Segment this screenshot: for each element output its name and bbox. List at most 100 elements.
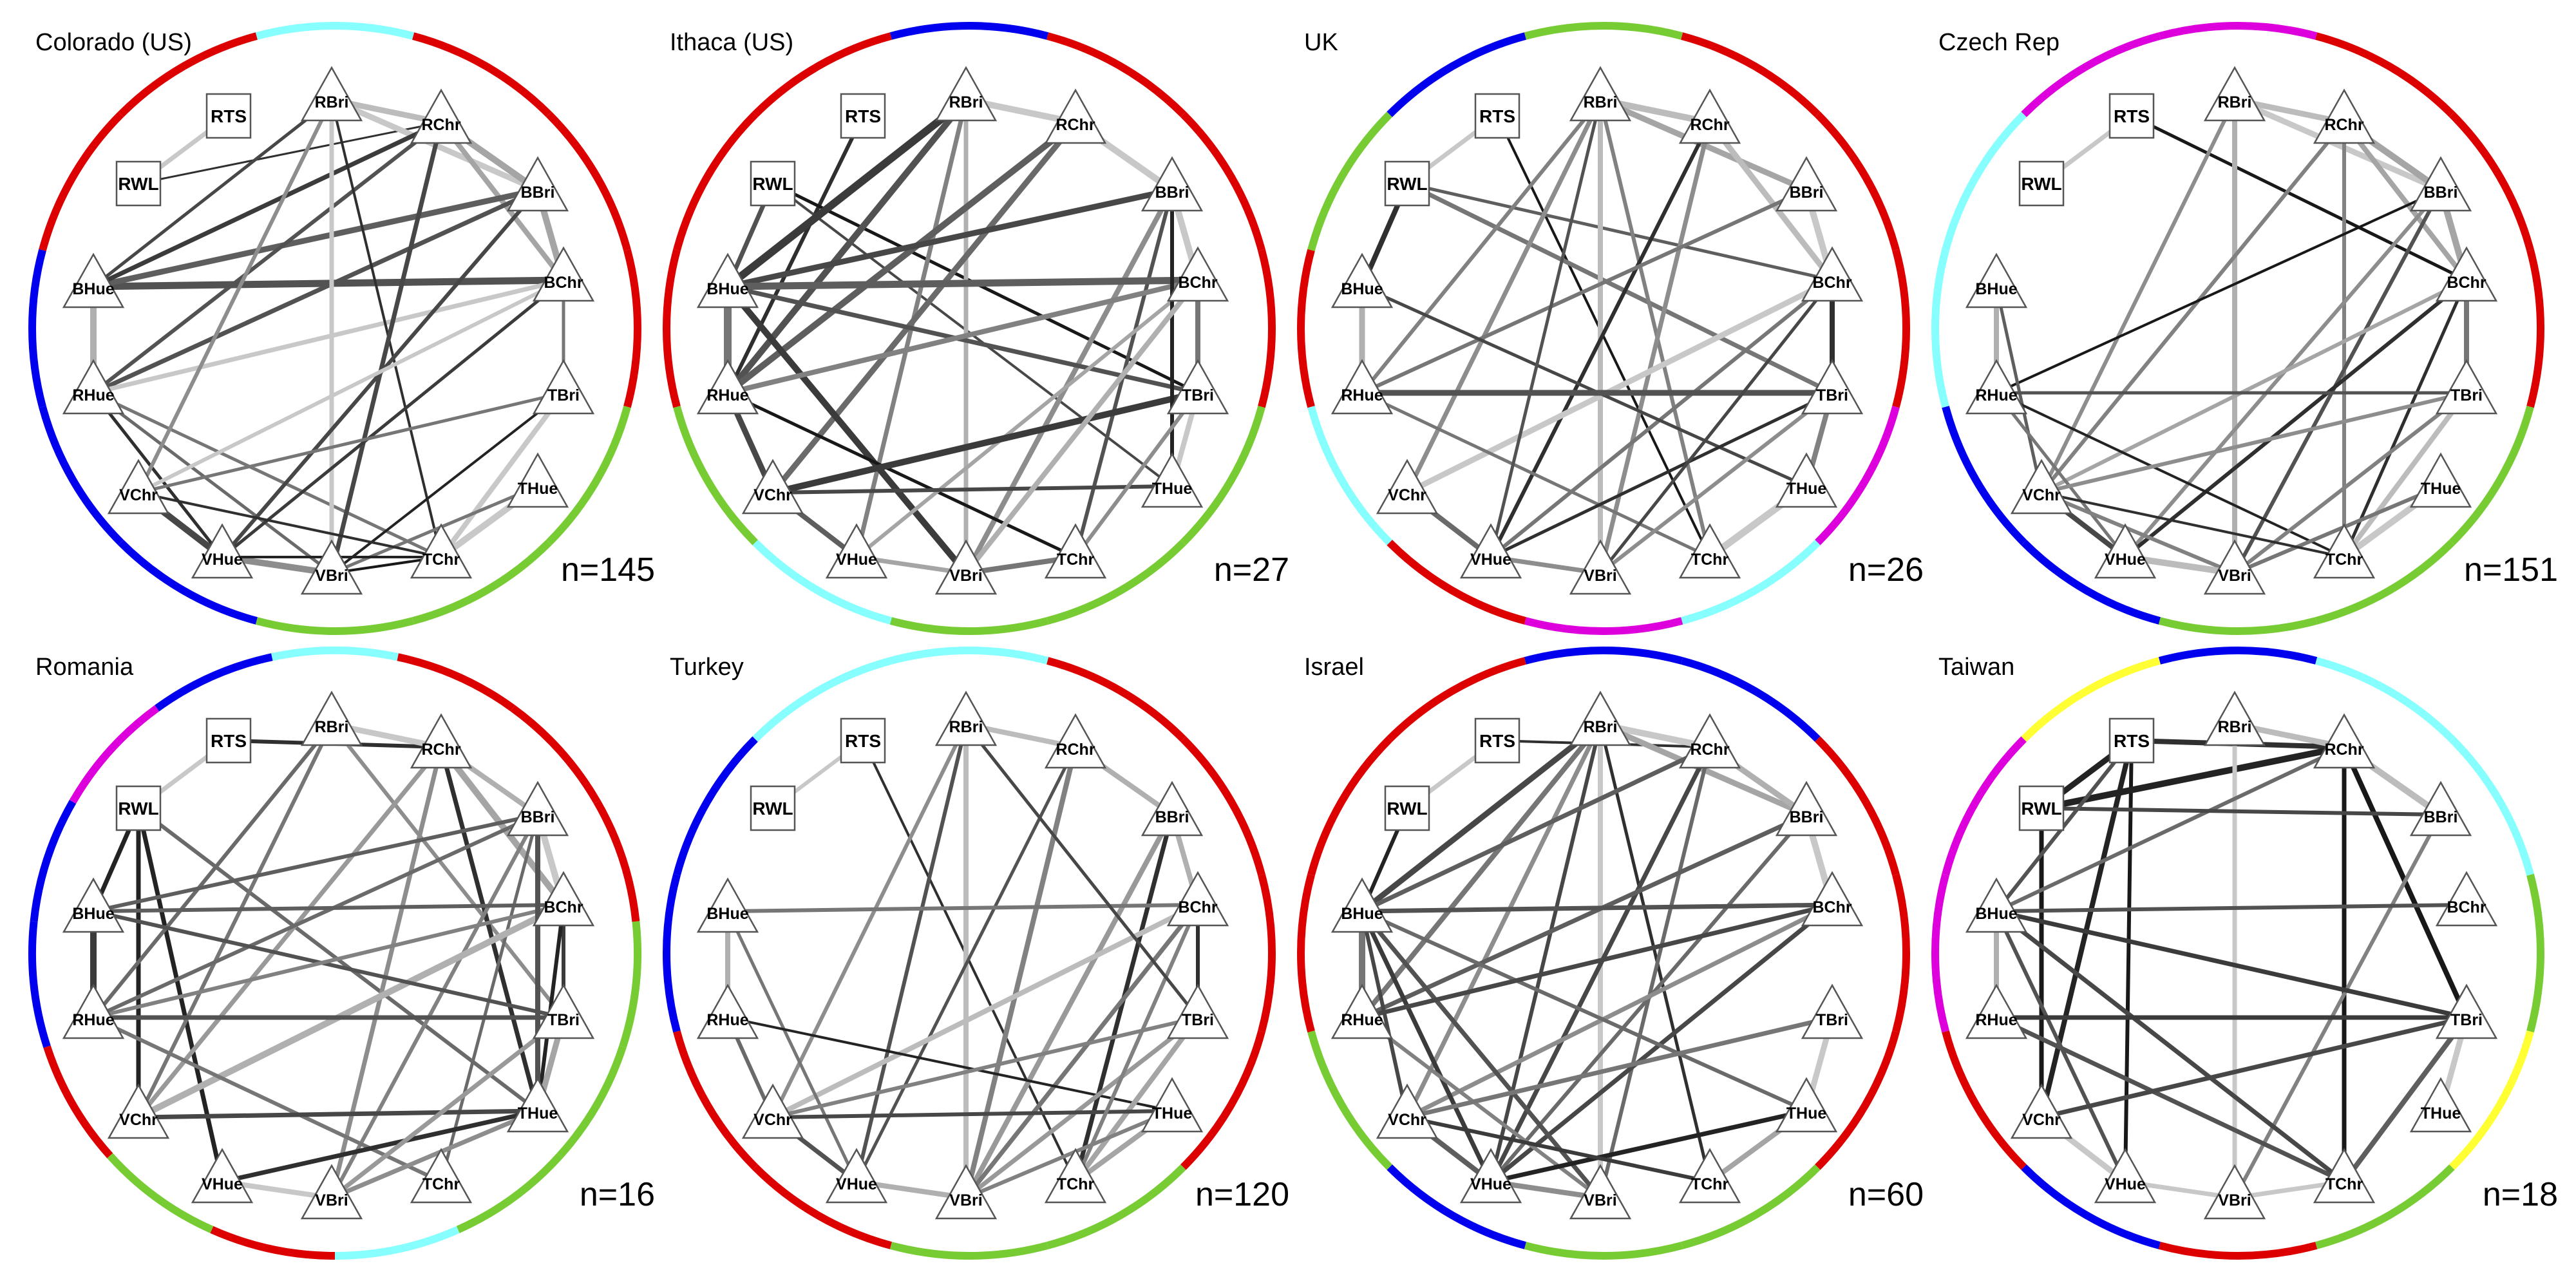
- node-label: THue: [2421, 480, 2461, 498]
- node-label: VHue: [202, 1175, 243, 1193]
- edge-rchr-vbri: [329, 122, 444, 574]
- node-bbri: BBri: [1141, 156, 1204, 212]
- node-triangle-shape: [2010, 459, 2073, 515]
- edge-rchr-vchr: [770, 120, 1078, 495]
- node-label: BChr: [544, 898, 583, 916]
- node-label: VBri: [949, 1191, 982, 1209]
- edge-thue-vbri: [330, 1108, 539, 1200]
- edge-bhue-thue: [1361, 285, 1808, 488]
- node-triangle-shape: [2435, 246, 2498, 302]
- edge-vchr-tchr: [1406, 1115, 1710, 1184]
- ring-segment: [2158, 647, 2318, 665]
- edge-rbri-vhue: [1489, 724, 1602, 1182]
- edge-rbri-tchr: [1598, 99, 1712, 558]
- ring-segment: [1524, 647, 1683, 665]
- node-label: RBri: [2218, 718, 2252, 736]
- node-bhue: BHue: [1965, 252, 2028, 308]
- ring-segment: [28, 249, 46, 408]
- node-triangle-shape: [2203, 66, 2266, 122]
- node-label: RChr: [421, 741, 460, 759]
- edge-rbri-vhue: [855, 724, 968, 1182]
- node-triangle-shape: [1331, 252, 1394, 308]
- node-label: RBri: [1584, 93, 1618, 111]
- node-triangle-shape: [1459, 1148, 1522, 1204]
- edge-bhue-vbri: [1360, 909, 1602, 1200]
- node-triangle-shape: [1166, 871, 1229, 927]
- ring-segment: [69, 705, 160, 804]
- node-tbri: TBri: [1166, 359, 1229, 415]
- ring-segment: [673, 406, 758, 545]
- edge-rhue-tchr: [726, 391, 1077, 559]
- node-label: BBri: [1790, 808, 1824, 826]
- ring-segment: [255, 617, 415, 635]
- edge-tchr-tbri: [1074, 392, 1200, 558]
- node-triangle-shape: [1569, 1164, 1632, 1220]
- node-triangle-shape: [410, 1148, 473, 1204]
- edge-thue-vbri: [2233, 484, 2442, 575]
- node-label: VBri: [2218, 1191, 2251, 1209]
- ring-segment: [255, 22, 415, 40]
- ring-segment: [510, 705, 601, 804]
- node-bbri: BBri: [1775, 156, 1838, 212]
- node-label: TChr: [2325, 1175, 2363, 1193]
- edge-rchr-vbri: [329, 746, 444, 1198]
- node-label: RBri: [949, 93, 983, 111]
- edge-bbri-vbri: [330, 813, 540, 1199]
- edge-bhue-vchr: [1994, 286, 2043, 493]
- node-label: THue: [1152, 480, 1193, 498]
- node-tchr: TChr: [2313, 1148, 2376, 1204]
- node-label: THue: [1786, 480, 1827, 498]
- node-label: BHue: [72, 280, 114, 298]
- node-vbri: VBri: [1569, 1164, 1632, 1220]
- edge-bchr-bhue: [1361, 902, 1833, 914]
- node-tbri: TBri: [532, 359, 595, 415]
- panel-romania: RTS RWL RBri RChr BBri BChr BHue RHue TBri THue VC…: [28, 647, 655, 1260]
- edge-bhue-vchr: [1360, 911, 1409, 1118]
- node-bhue: BHue: [1965, 877, 2028, 933]
- edge-bchr-vchr: [772, 902, 1199, 1120]
- node-label: BChr: [2447, 898, 2486, 916]
- ring-segment: [1681, 657, 1821, 742]
- node-triangle-shape: [825, 523, 888, 579]
- node-label: VChr: [1388, 1111, 1426, 1129]
- ring-segment: [1815, 1030, 1900, 1170]
- node-label: RBri: [315, 718, 349, 736]
- node-label: RChr: [2324, 116, 2363, 134]
- node-triangle-shape: [2313, 88, 2376, 144]
- ring-segment: [2315, 540, 2455, 625]
- node-label: VChr: [119, 486, 158, 504]
- node-thue: THue: [1775, 452, 1838, 508]
- edge-bhue-vhue: [726, 910, 858, 1183]
- edge-rbri-bhue: [725, 97, 969, 290]
- node-label: TBri: [1182, 1011, 1214, 1029]
- edge-bhue-bchr: [727, 276, 1198, 290]
- node-rts: RTS: [1474, 93, 1520, 139]
- node-triangle-shape: [191, 523, 254, 579]
- edge-vchr-thue: [138, 1108, 538, 1120]
- node-label: RHue: [706, 386, 748, 404]
- node-square-shape: [115, 785, 162, 831]
- panel-uk: RTS RWL RBri RChr BBri BChr BHue RHue TBri THue VC…: [1297, 22, 1924, 635]
- ring-segment: [1892, 873, 1910, 1033]
- node-label: BHue: [706, 280, 748, 298]
- edge-rbri-rhue: [91, 723, 334, 1019]
- node-label: TChr: [1057, 551, 1095, 569]
- node-rchr: RChr: [410, 88, 473, 144]
- node-triangle-shape: [2313, 1148, 2376, 1204]
- edge-bchr-vchr: [137, 278, 565, 495]
- node-triangle-shape: [934, 690, 998, 746]
- ring-segment: [593, 800, 640, 922]
- ring-segment: [1942, 1030, 2027, 1170]
- node-rbri: RBri: [934, 66, 998, 122]
- edge-rbri-bbri: [2233, 97, 2442, 193]
- ring-segment: [1942, 111, 2027, 251]
- node-label: VBri: [2218, 567, 2251, 585]
- node-triangle-shape: [1775, 452, 1838, 508]
- node-triangle-shape: [696, 983, 759, 1039]
- ring-segment: [1387, 540, 1526, 625]
- edge-thue-vchr: [772, 484, 1173, 495]
- node-rts: RTS: [205, 93, 252, 139]
- node-label: TBri: [2450, 1011, 2483, 1029]
- ring-segment: [663, 873, 681, 1033]
- node-triangle-shape: [410, 88, 473, 144]
